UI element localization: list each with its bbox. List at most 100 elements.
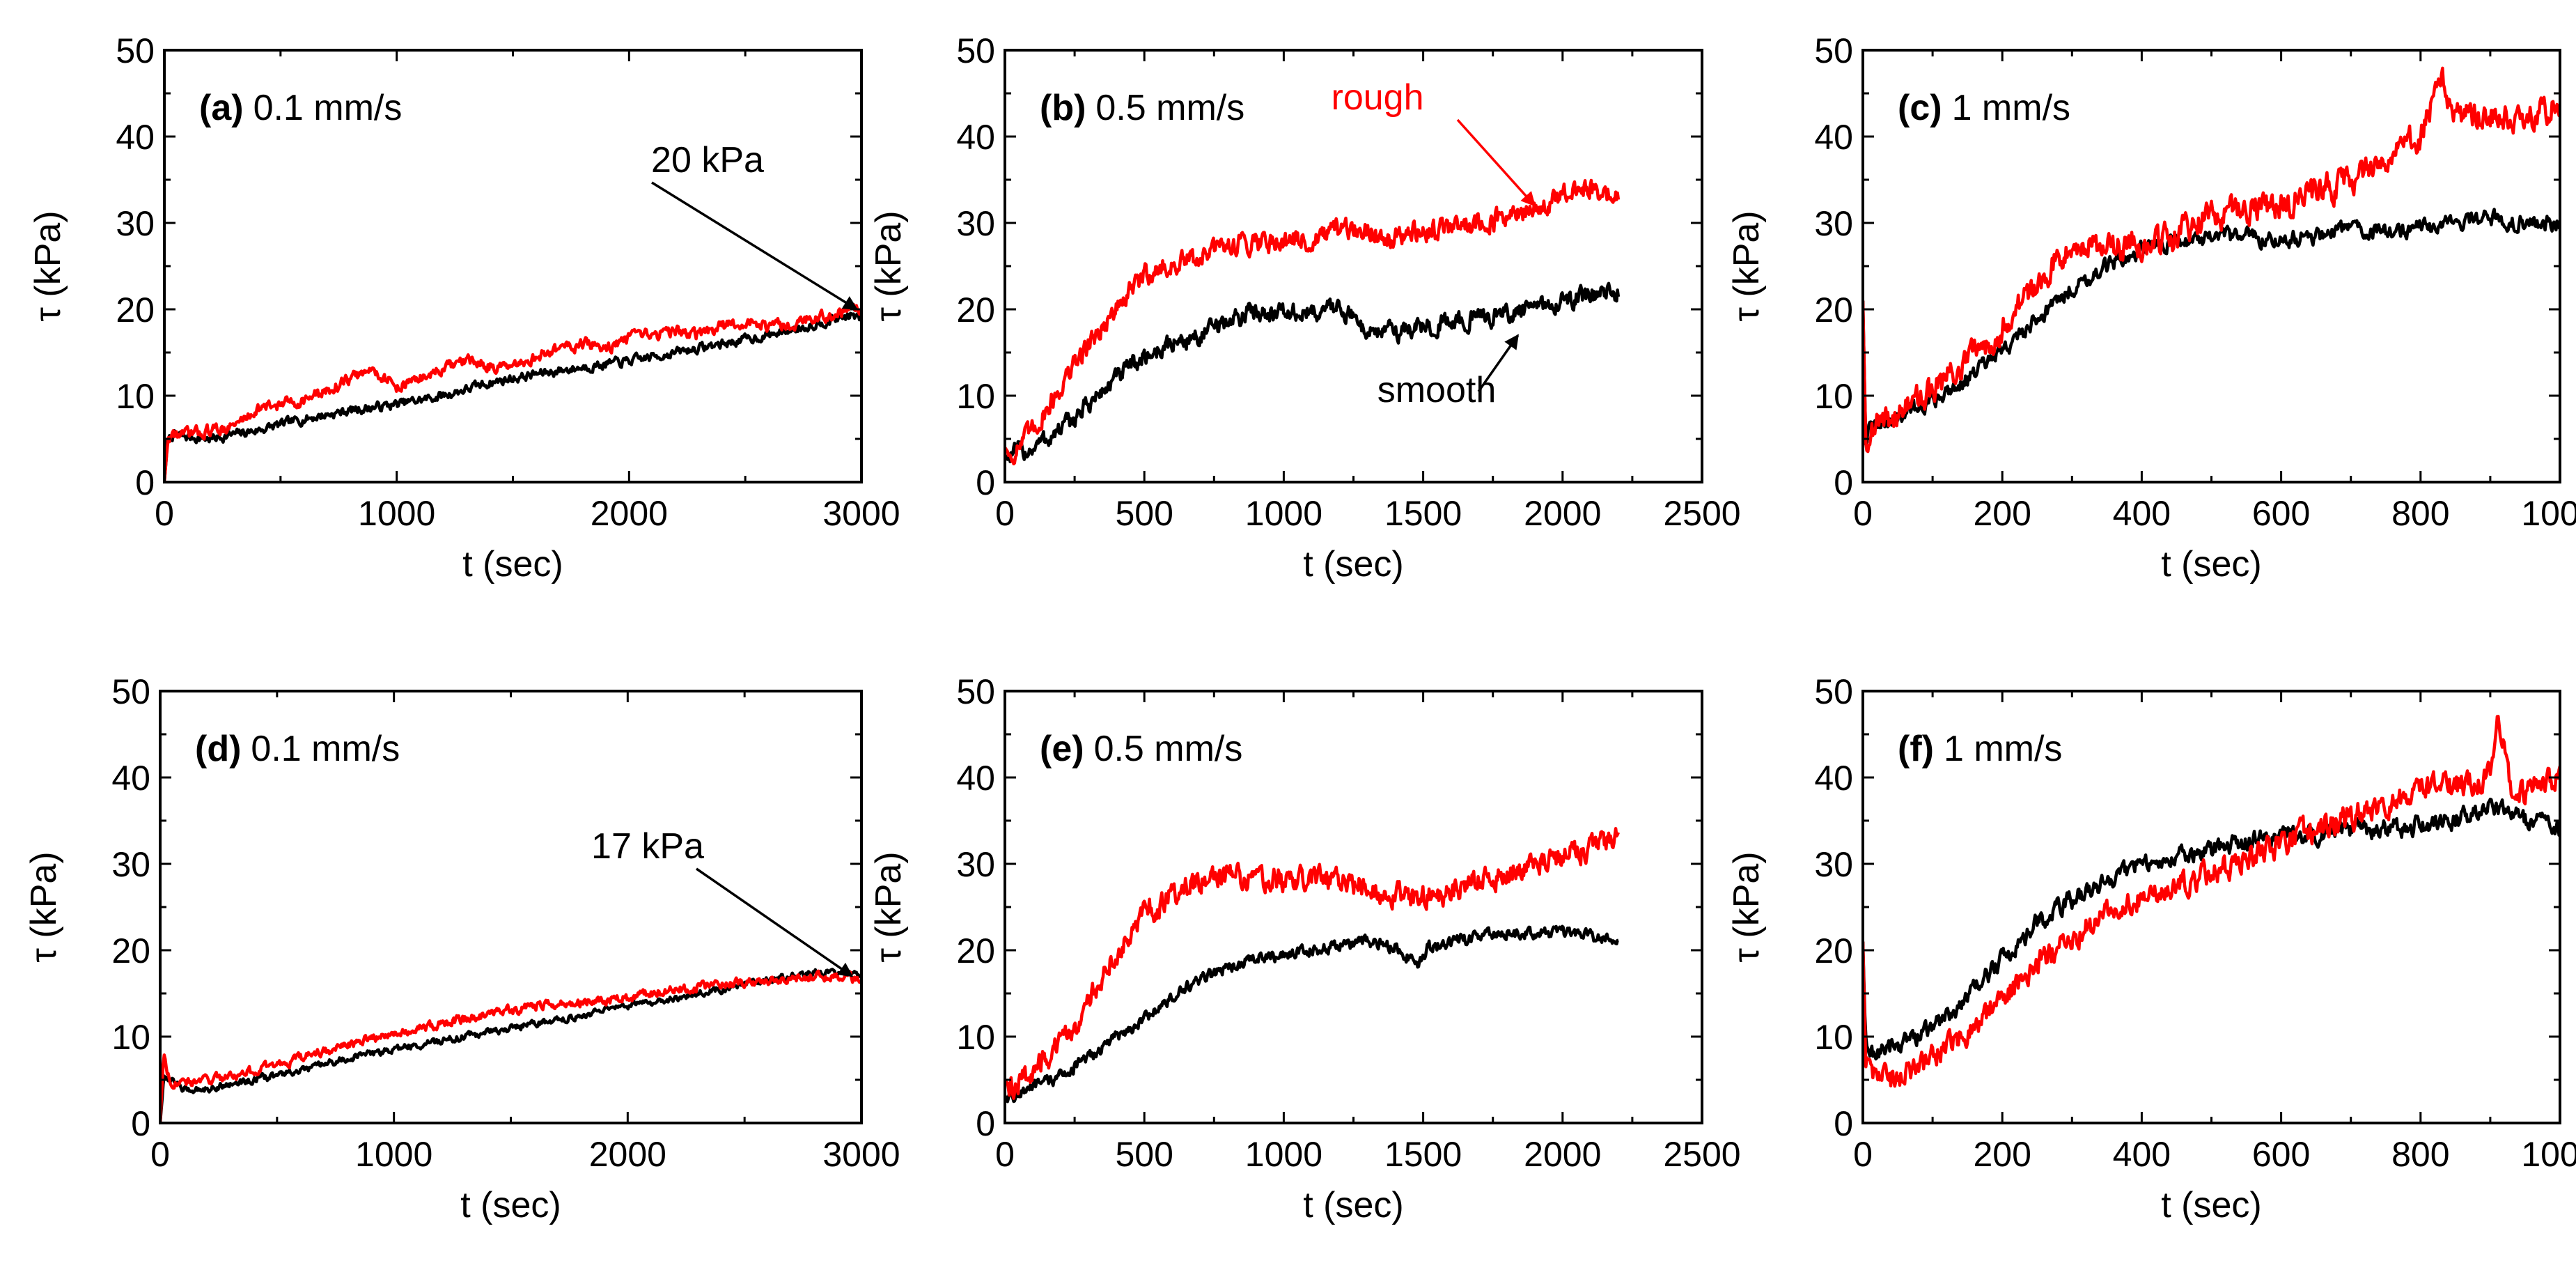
series-line-smooth	[1005, 924, 1619, 1103]
x-tick-label: 2000	[589, 1135, 666, 1174]
annotation-arrow	[651, 181, 859, 311]
y-tick-label: 20	[956, 291, 995, 330]
panel-d: 0 1000 2000 3000 0 10 20 30 40 50 t (sec) τ (kPa) (d…	[24, 672, 900, 1225]
panel-b: 0 500 1000 1500 2000 2500 0 10 20 30 40 50 t (sec) τ …	[868, 31, 1741, 584]
x-tick-label: 2500	[1663, 494, 1740, 533]
speed-label: 1 mm/s	[1952, 88, 2070, 128]
y-tick-label: 40	[956, 118, 995, 157]
speed-label: 0.1 mm/s	[251, 729, 400, 769]
y-tick-label: 50	[116, 31, 155, 70]
x-tick-label: 0	[995, 1135, 1015, 1174]
x-tick-label: 0	[1853, 494, 1873, 533]
y-axis-label: τ (kPa)	[24, 851, 64, 962]
y-tick-label: 50	[956, 31, 995, 70]
speed-label: 0.1 mm/s	[253, 88, 403, 128]
panel-f: 0 200 400 600 800 1000 0 10 20 30 40 50 t (sec) τ (kP…	[1726, 672, 2576, 1225]
series-line-rough	[1005, 827, 1620, 1100]
x-tick-label: 3000	[822, 494, 900, 533]
x-axis-label: t (sec)	[2161, 1185, 2261, 1225]
annotation-label: 17 kPa	[591, 826, 704, 867]
y-tick-label: 10	[956, 377, 995, 416]
series-line-rough	[160, 969, 861, 1124]
y-tick-label: 20	[116, 291, 155, 330]
y-tick-label: 20	[1814, 291, 1853, 330]
speed-label: 0.5 mm/s	[1094, 729, 1243, 769]
x-tick-label: 400	[2113, 494, 2171, 533]
y-tick-label: 10	[1814, 377, 1853, 416]
y-tick-label: 10	[116, 377, 155, 416]
series-line-smooth	[160, 968, 861, 1124]
y-tick-label: 10	[956, 1018, 995, 1057]
y-tick-label: 20	[111, 931, 150, 970]
series-line-smooth	[1863, 208, 2560, 447]
series-line-rough	[1863, 715, 2560, 1088]
y-tick-label: 50	[1814, 672, 1853, 711]
y-tick-label: 30	[1814, 845, 1853, 884]
x-tick-label: 2500	[1663, 1135, 1740, 1174]
series-line-smooth	[1005, 281, 1621, 464]
x-tick-label: 400	[2113, 1135, 2171, 1174]
series-line-rough	[1863, 66, 2560, 454]
y-tick-label: 10	[111, 1018, 150, 1057]
x-tick-label: 1500	[1384, 494, 1462, 533]
x-tick-label: 800	[2391, 1135, 2449, 1174]
panel-id: (f)	[1898, 729, 1934, 769]
x-tick-label: 1000	[1245, 494, 1322, 533]
annotation-label: smooth	[1377, 370, 1497, 410]
x-tick-label: 1000	[2521, 1135, 2576, 1174]
annotation-label: rough	[1332, 77, 1424, 118]
y-tick-label: 50	[111, 672, 150, 711]
y-tick-label: 30	[1814, 204, 1853, 243]
y-tick-label: 30	[116, 204, 155, 243]
x-axis-label: t (sec)	[2161, 544, 2261, 584]
x-tick-label: 1000	[358, 494, 435, 533]
y-tick-label: 40	[116, 118, 155, 157]
y-tick-label: 0	[1834, 463, 1853, 502]
x-tick-label: 200	[1973, 494, 2031, 533]
x-tick-label: 1000	[2521, 494, 2576, 533]
x-tick-label: 500	[1115, 494, 1173, 533]
x-tick-label: 2000	[1524, 1135, 1601, 1174]
x-tick-label: 600	[2252, 494, 2310, 533]
x-tick-label: 500	[1115, 1135, 1173, 1174]
y-axis-label: τ (kPa)	[1726, 210, 1767, 321]
y-tick-label: 20	[956, 931, 995, 970]
panel-id: (e)	[1040, 729, 1084, 769]
annotation-arrow	[1477, 334, 1520, 393]
annotation-arrow	[1456, 118, 1536, 207]
y-tick-label: 40	[1814, 118, 1853, 157]
x-tick-label: 0	[1853, 1135, 1873, 1174]
x-tick-label: 1000	[1245, 1135, 1322, 1174]
x-tick-label: 2000	[1524, 494, 1601, 533]
x-axis-label: t (sec)	[462, 544, 563, 584]
x-tick-label: 2000	[591, 494, 668, 533]
x-tick-label: 0	[995, 494, 1015, 533]
y-tick-label: 0	[976, 463, 995, 502]
y-tick-label: 0	[135, 463, 155, 502]
x-tick-label: 3000	[822, 1135, 900, 1174]
panel-label: (c) 1 mm/s	[1898, 88, 2070, 128]
panel-id: (d)	[195, 729, 241, 769]
y-tick-label: 30	[111, 845, 150, 884]
y-axis-label: τ (kPa)	[1726, 851, 1767, 962]
y-tick-label: 20	[1814, 931, 1853, 970]
series-line-rough	[1005, 178, 1621, 466]
x-tick-label: 0	[150, 1135, 170, 1174]
annotation-arrow	[696, 867, 854, 977]
x-tick-label: 0	[155, 494, 174, 533]
y-tick-label: 40	[956, 759, 995, 798]
panel-id: (b)	[1040, 88, 1086, 128]
y-axis-label: τ (kPa)	[868, 210, 909, 321]
panel-label: (f) 1 mm/s	[1898, 729, 2062, 769]
x-tick-label: 800	[2391, 494, 2449, 533]
y-tick-label: 0	[131, 1104, 150, 1143]
panel-id: (a)	[199, 88, 244, 128]
speed-label: 0.5 mm/s	[1095, 88, 1244, 128]
panel-id: (c)	[1898, 88, 1942, 128]
panel-e: 0 500 1000 1500 2000 2500 0 10 20 30 40 50 t (sec) τ …	[868, 672, 1741, 1225]
x-tick-label: 1500	[1384, 1135, 1462, 1174]
series-line-smooth	[1863, 797, 2560, 1061]
y-tick-label: 50	[1814, 31, 1853, 70]
speed-label: 1 mm/s	[1944, 729, 2062, 769]
